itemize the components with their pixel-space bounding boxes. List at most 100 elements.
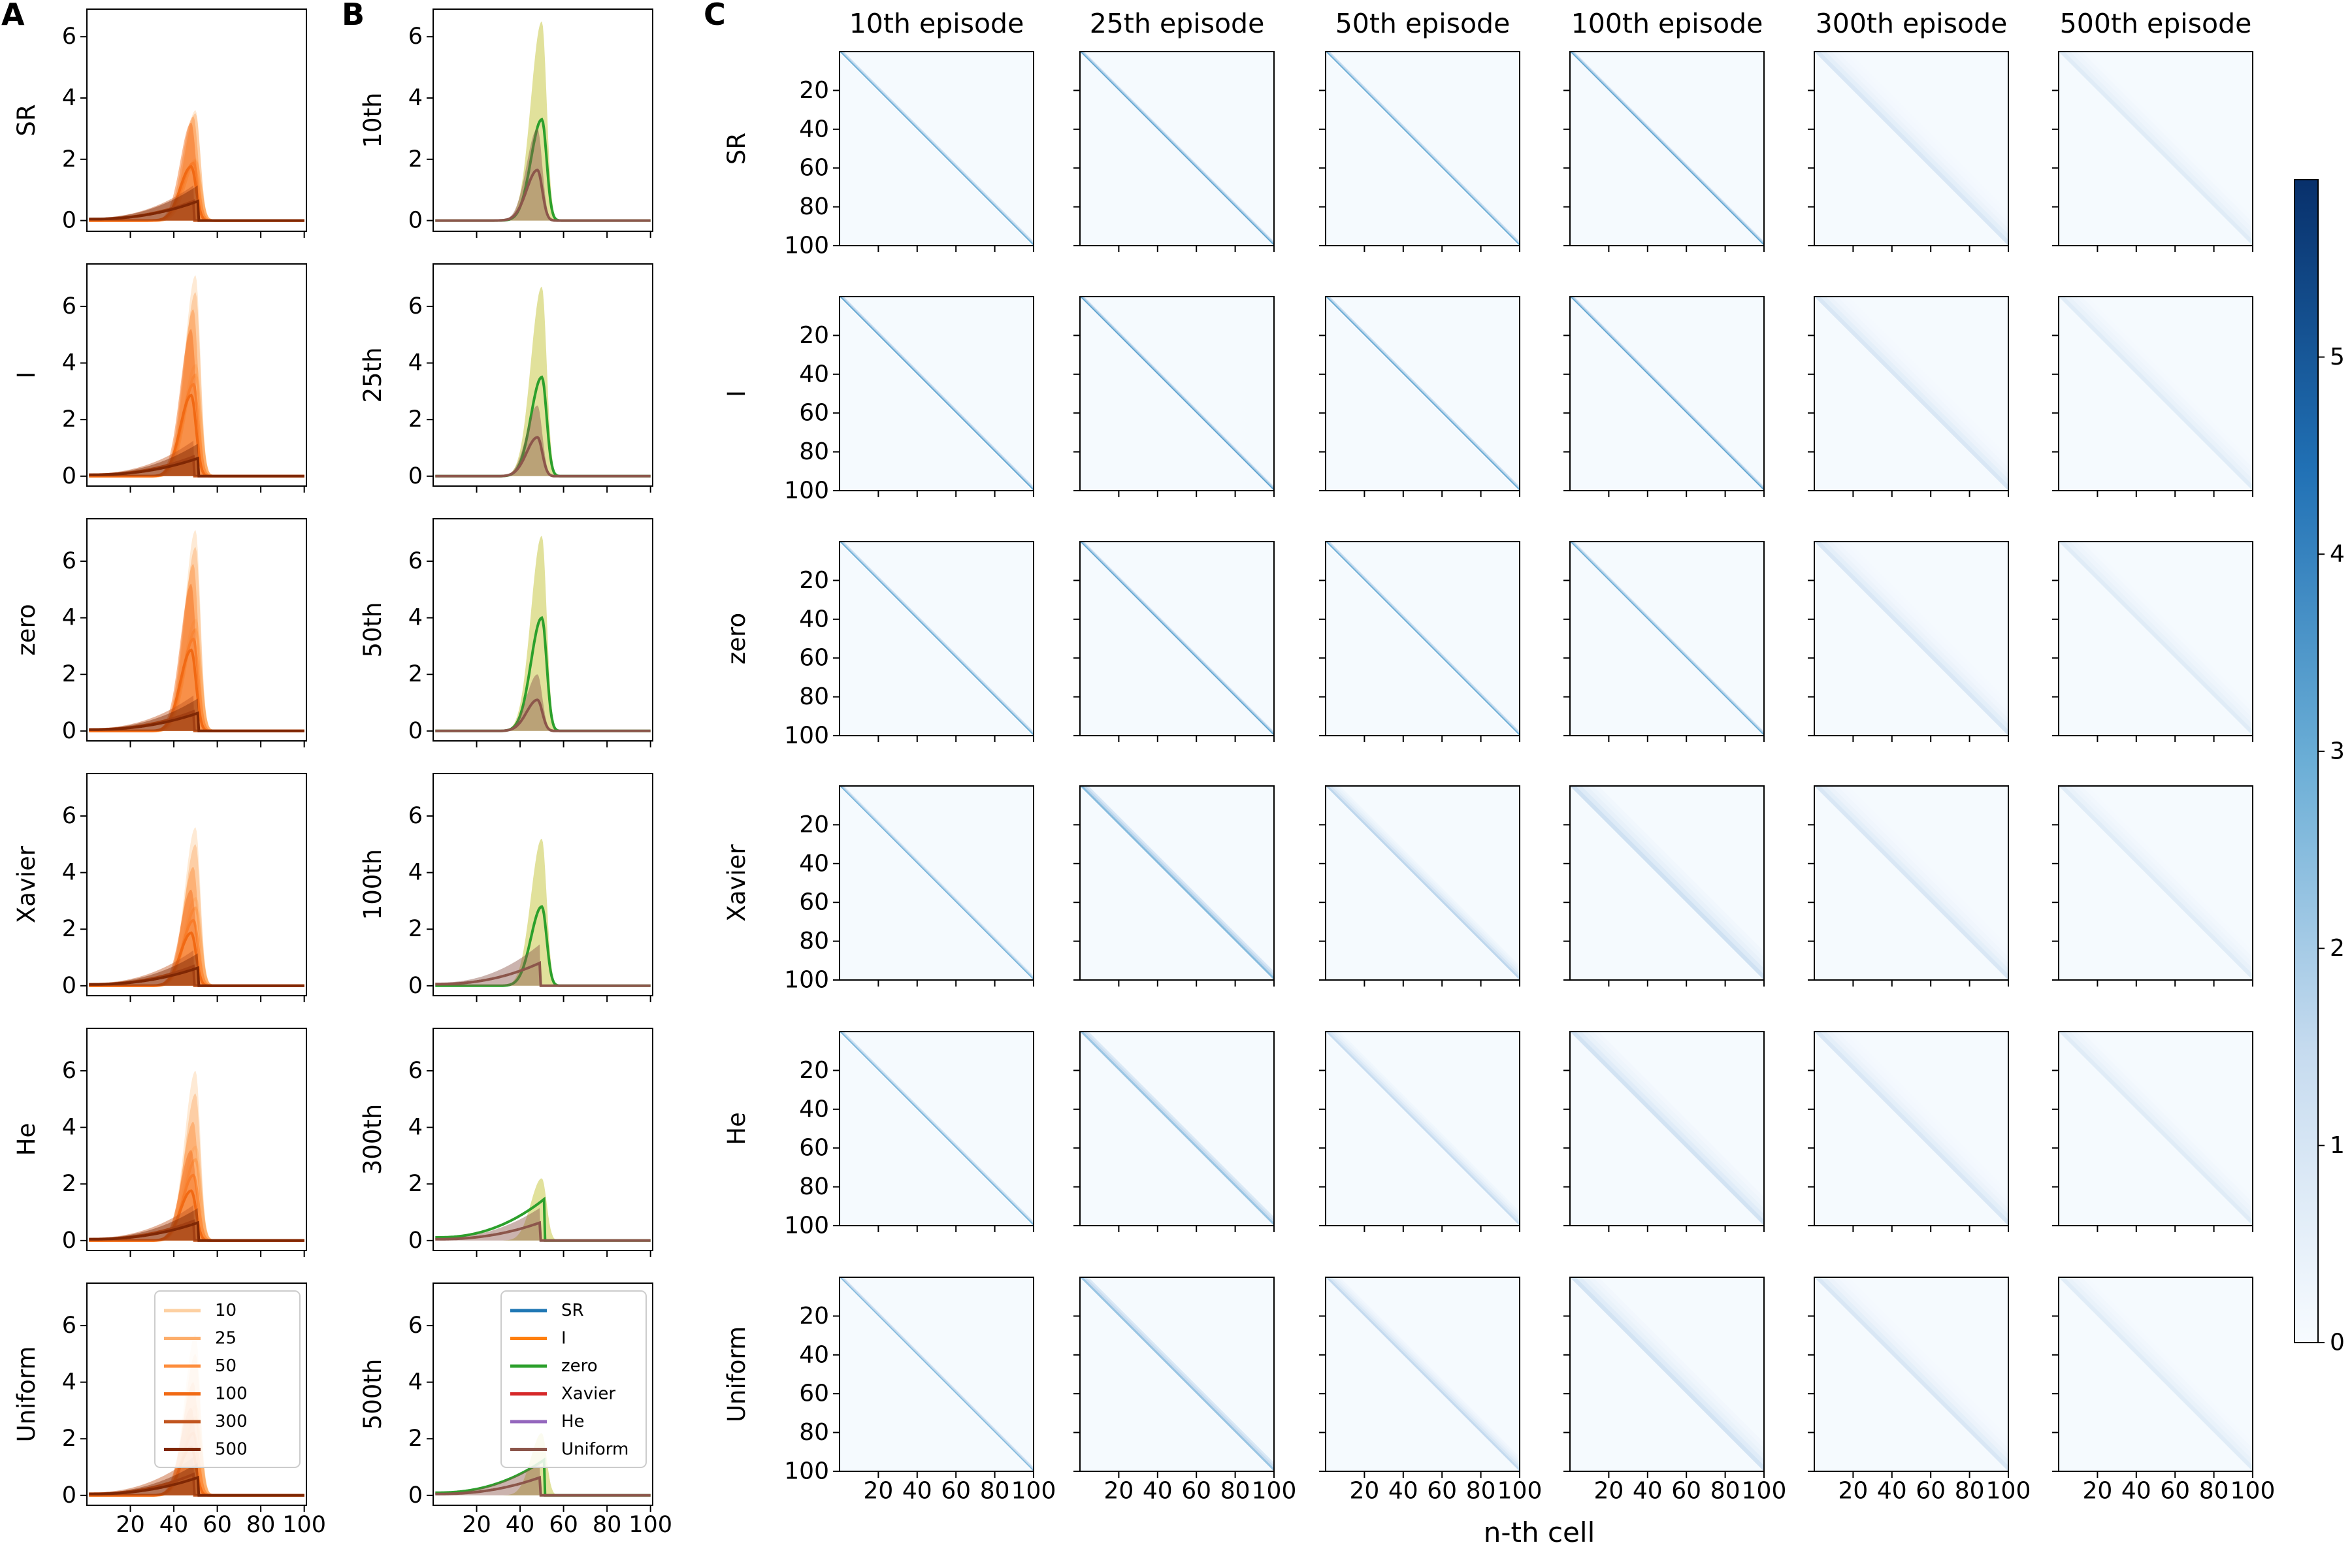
heatmap-frame: [2058, 541, 2253, 736]
y-tick-label: 100: [784, 1458, 829, 1485]
diagonal-band-0: [1080, 1277, 1274, 1471]
row-label: 10th: [359, 92, 387, 148]
band-4: [89, 440, 304, 476]
heatmap-0-3: [1563, 51, 1765, 252]
legend-label: Uniform: [561, 1440, 629, 1460]
y-tick-label: 80: [799, 438, 829, 465]
y-tick-label: 80: [799, 1419, 829, 1446]
y-tick-label: 100: [784, 967, 829, 994]
heatmap-2-4: [1808, 541, 2009, 742]
x-tick-label: 20: [116, 1512, 145, 1538]
band-4: [89, 185, 304, 221]
y-tick-label: 20: [799, 811, 829, 838]
heatmap-4-3: [1563, 1031, 1765, 1232]
axes-frame: [433, 263, 653, 487]
y-tick-label: 6: [408, 293, 423, 319]
axes-frame: [86, 263, 307, 487]
y-tick-label: 0: [62, 463, 76, 489]
row-label: SR: [723, 133, 751, 165]
heatmap-frame: [839, 541, 1034, 736]
x-tick-label: 60: [1916, 1478, 1946, 1505]
band-2: [435, 1208, 651, 1241]
series-line-5: [89, 456, 304, 478]
row-label: Xavier: [723, 844, 751, 922]
row-label: zero: [723, 613, 751, 664]
diagonal-band-0: [1570, 1277, 1764, 1471]
y-tick-label: 0: [62, 1482, 76, 1509]
heatmap-frame: [2058, 1031, 2253, 1226]
diagonal-band-0: [2059, 786, 2253, 980]
y-tick-label: 2: [62, 916, 76, 942]
x-tick-label: 100: [1497, 1478, 1543, 1505]
plot-area: [89, 1071, 304, 1242]
legend-label: zero: [561, 1356, 598, 1376]
heatmap-frame: [1569, 541, 1765, 736]
diagonal-band-0: [1326, 1032, 1520, 1226]
y-tick-label: 2: [408, 661, 423, 687]
heatmap-1-1: [1073, 296, 1275, 497]
colorbar-tick-label: 1: [2330, 1132, 2345, 1159]
y-tick-label: 20: [799, 322, 829, 349]
x-tick-label: 60: [203, 1512, 232, 1538]
y-tick-label: 6: [408, 1313, 423, 1339]
y-tick-label: 4: [408, 85, 423, 111]
heatmap-frame: [1325, 1031, 1520, 1226]
x-tick-label: 60: [2160, 1478, 2190, 1505]
y-tick-label: 20: [799, 77, 829, 104]
colorbar-tick-label: 3: [2330, 738, 2345, 764]
legend-label: He: [561, 1412, 585, 1431]
axes-frame: [86, 773, 307, 996]
x-tick-label: 20: [863, 1478, 893, 1505]
legend-label: I: [561, 1329, 566, 1348]
y-tick-label: 6: [408, 24, 423, 50]
axes-B-0: 0 2 4 6 10th: [359, 8, 653, 238]
axes-frame: [86, 8, 307, 232]
band-4: [89, 1457, 304, 1495]
diagonal-band-0: [1814, 786, 2008, 980]
axes-frame: [86, 1028, 307, 1251]
y-tick-label: 2: [408, 1426, 423, 1452]
y-tick-label: 4: [62, 85, 76, 111]
row-label: Uniform: [12, 1346, 41, 1442]
panel-label-a: A: [1, 0, 25, 32]
y-tick-label: 100: [784, 233, 829, 259]
heatmap-frame: [1569, 785, 1765, 981]
heatmap-1-2: [1319, 296, 1520, 497]
axes-frame: [86, 1282, 307, 1506]
row-label: Uniform: [723, 1326, 751, 1422]
heatmap-5-1: 20 40 60 80 100: [1073, 1277, 1296, 1505]
heatmap-2-3: [1563, 541, 1765, 742]
y-tick-label: 20: [799, 567, 829, 594]
plot-area: [89, 275, 304, 478]
panel-c: 10th episode 25th episode 50th episode 100t…: [723, 8, 2345, 1548]
y-tick-label: 4: [408, 350, 423, 376]
x-tick-label: 100: [2230, 1478, 2276, 1505]
legend-label: 100: [215, 1384, 248, 1404]
heatmap-2-5: [2052, 541, 2253, 742]
x-tick-label: 100: [1742, 1478, 1787, 1505]
diagonal-band-0: [1080, 297, 1274, 491]
axes-frame: [433, 773, 653, 996]
x-tick-label: 100: [1011, 1478, 1056, 1505]
colorbar-tick-label: 4: [2330, 541, 2345, 568]
y-tick-label: 2: [408, 1171, 423, 1197]
series-line-2: [435, 1475, 651, 1497]
y-tick-label: 2: [408, 146, 423, 172]
x-tick-label: 100: [282, 1512, 326, 1538]
y-tick-label: 60: [799, 400, 829, 427]
heatmap-frame: [1569, 51, 1765, 246]
y-tick-label: 2: [62, 1171, 76, 1197]
row-label: 100th: [359, 849, 387, 921]
y-tick-label: 60: [799, 889, 829, 916]
y-tick-label: 80: [799, 683, 829, 710]
y-tick-label: 60: [799, 645, 829, 672]
heatmap-frame: [1814, 1031, 2009, 1226]
series-line-2: [435, 1220, 651, 1242]
x-tick-label: 20: [1103, 1478, 1134, 1505]
axes-B-1: 0 2 4 6 25th: [359, 263, 653, 493]
diagonal-band-0: [1814, 52, 2008, 246]
y-tick-label: 4: [408, 605, 423, 631]
heatmap-frame: [1814, 1277, 2009, 1472]
y-tick-label: 100: [784, 723, 829, 749]
